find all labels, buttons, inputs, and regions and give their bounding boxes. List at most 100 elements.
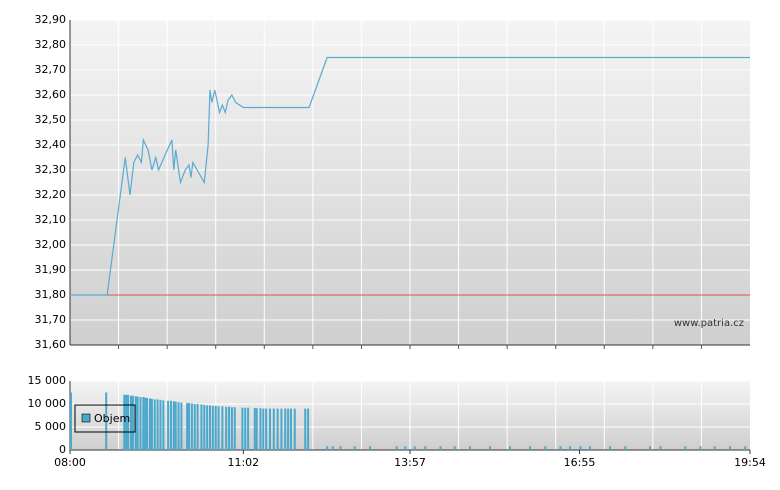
volume-bar [255, 408, 258, 450]
volume-bar [169, 400, 172, 450]
volume-bar [744, 446, 747, 450]
volume-bar [404, 446, 407, 450]
volume-bar [413, 446, 416, 450]
x-tick-label: 11:02 [227, 456, 259, 469]
y-tick-label: 10 000 [28, 397, 67, 410]
volume-bar [162, 400, 165, 450]
volume-bar [241, 407, 244, 450]
volume-bar [280, 408, 283, 450]
watermark: www.patria.cz [674, 318, 744, 329]
x-tick-label: 19:54 [734, 456, 766, 469]
volume-bar [353, 446, 356, 450]
volume-bar [217, 406, 220, 450]
y-tick-label: 32,00 [35, 238, 67, 251]
volume-bar [129, 395, 132, 450]
volume-bar [225, 406, 228, 450]
volume-bar [230, 407, 233, 450]
y-tick-label: 32,90 [35, 13, 67, 26]
y-tick-label: 32,50 [35, 113, 67, 126]
volume-bar [304, 408, 307, 450]
volume-bar [544, 446, 547, 450]
x-tick-label: 13:57 [394, 456, 426, 469]
volume-bar [188, 403, 191, 450]
y-tick-label: 32,20 [35, 188, 67, 201]
y-tick-label: 15 000 [28, 374, 67, 387]
volume-bar [125, 394, 128, 450]
volume-bar [649, 446, 651, 450]
volume-bar [186, 403, 189, 450]
volume-bar [265, 408, 268, 450]
volume-bar [569, 446, 571, 450]
volume-bar [307, 408, 310, 450]
volume-bar [624, 446, 627, 450]
volume-bar [287, 408, 290, 450]
volume-bar [293, 408, 296, 450]
volume-bar [469, 446, 471, 450]
y-tick-label: 31,90 [35, 263, 67, 276]
volume-bar [276, 408, 279, 450]
volume-bar [713, 446, 716, 450]
volume-bar [609, 446, 611, 450]
volume-bar [153, 399, 156, 450]
volume-bar [729, 446, 731, 450]
volume-bar [228, 406, 231, 450]
legend-label: Objem [94, 412, 130, 425]
volume-bar [209, 405, 211, 450]
volume-bar [659, 446, 662, 450]
volume-bar [105, 392, 108, 450]
volume-bar [142, 397, 145, 450]
volume-bar [221, 406, 224, 450]
volume-bar [272, 408, 275, 450]
volume-bar [259, 408, 262, 450]
legend-swatch [81, 413, 91, 423]
volume-bar [123, 394, 126, 450]
price-line [70, 56, 750, 296]
volume-bar [284, 408, 287, 450]
volume-bar [146, 398, 149, 450]
volume-bar [269, 408, 271, 450]
volume-bar [489, 446, 491, 450]
volume-bar [134, 396, 137, 450]
volume-bar [589, 446, 591, 450]
x-tick-label: 08:00 [54, 456, 86, 469]
volume-bar [193, 404, 196, 450]
volume-bar [180, 402, 183, 450]
volume-bar [196, 404, 199, 450]
y-tick-label: 32,40 [35, 138, 67, 151]
volume-bar [339, 446, 342, 450]
volume-bar [699, 446, 702, 450]
y-tick-label: 32,10 [35, 213, 67, 226]
volume-bar [326, 446, 329, 450]
volume-bar [579, 446, 582, 450]
volume-bar [206, 405, 209, 450]
volume-bar [131, 395, 134, 450]
y-tick-label: 31,60 [35, 338, 67, 351]
volume-bar [136, 396, 139, 450]
volume-bar [144, 397, 147, 450]
volume-bar [203, 404, 206, 450]
x-tick-label: 16:55 [564, 456, 596, 469]
volume-bar [159, 399, 162, 450]
volume-bar [150, 398, 153, 450]
volume-bar [559, 446, 562, 450]
volume-bar [684, 446, 687, 450]
volume-bar [395, 446, 398, 450]
volume-bar [149, 398, 151, 450]
volume-bar [139, 397, 142, 450]
y-tick-label: 31,80 [35, 288, 67, 301]
y-tick-label: 32,80 [35, 38, 67, 51]
legend-box [74, 404, 136, 433]
volume-bar [424, 446, 427, 450]
volume-bar [509, 446, 511, 450]
y-tick-label: 31,70 [35, 313, 67, 326]
volume-bar [244, 407, 247, 450]
volume-bar [331, 446, 334, 450]
volume-bar [177, 402, 180, 450]
volume-bar [453, 446, 456, 450]
y-tick-label: 32,70 [35, 63, 67, 76]
volume-bar [529, 446, 531, 450]
y-tick-label: 32,30 [35, 163, 67, 176]
volume-bar [200, 404, 203, 450]
y-tick-label: 5 000 [35, 420, 67, 433]
